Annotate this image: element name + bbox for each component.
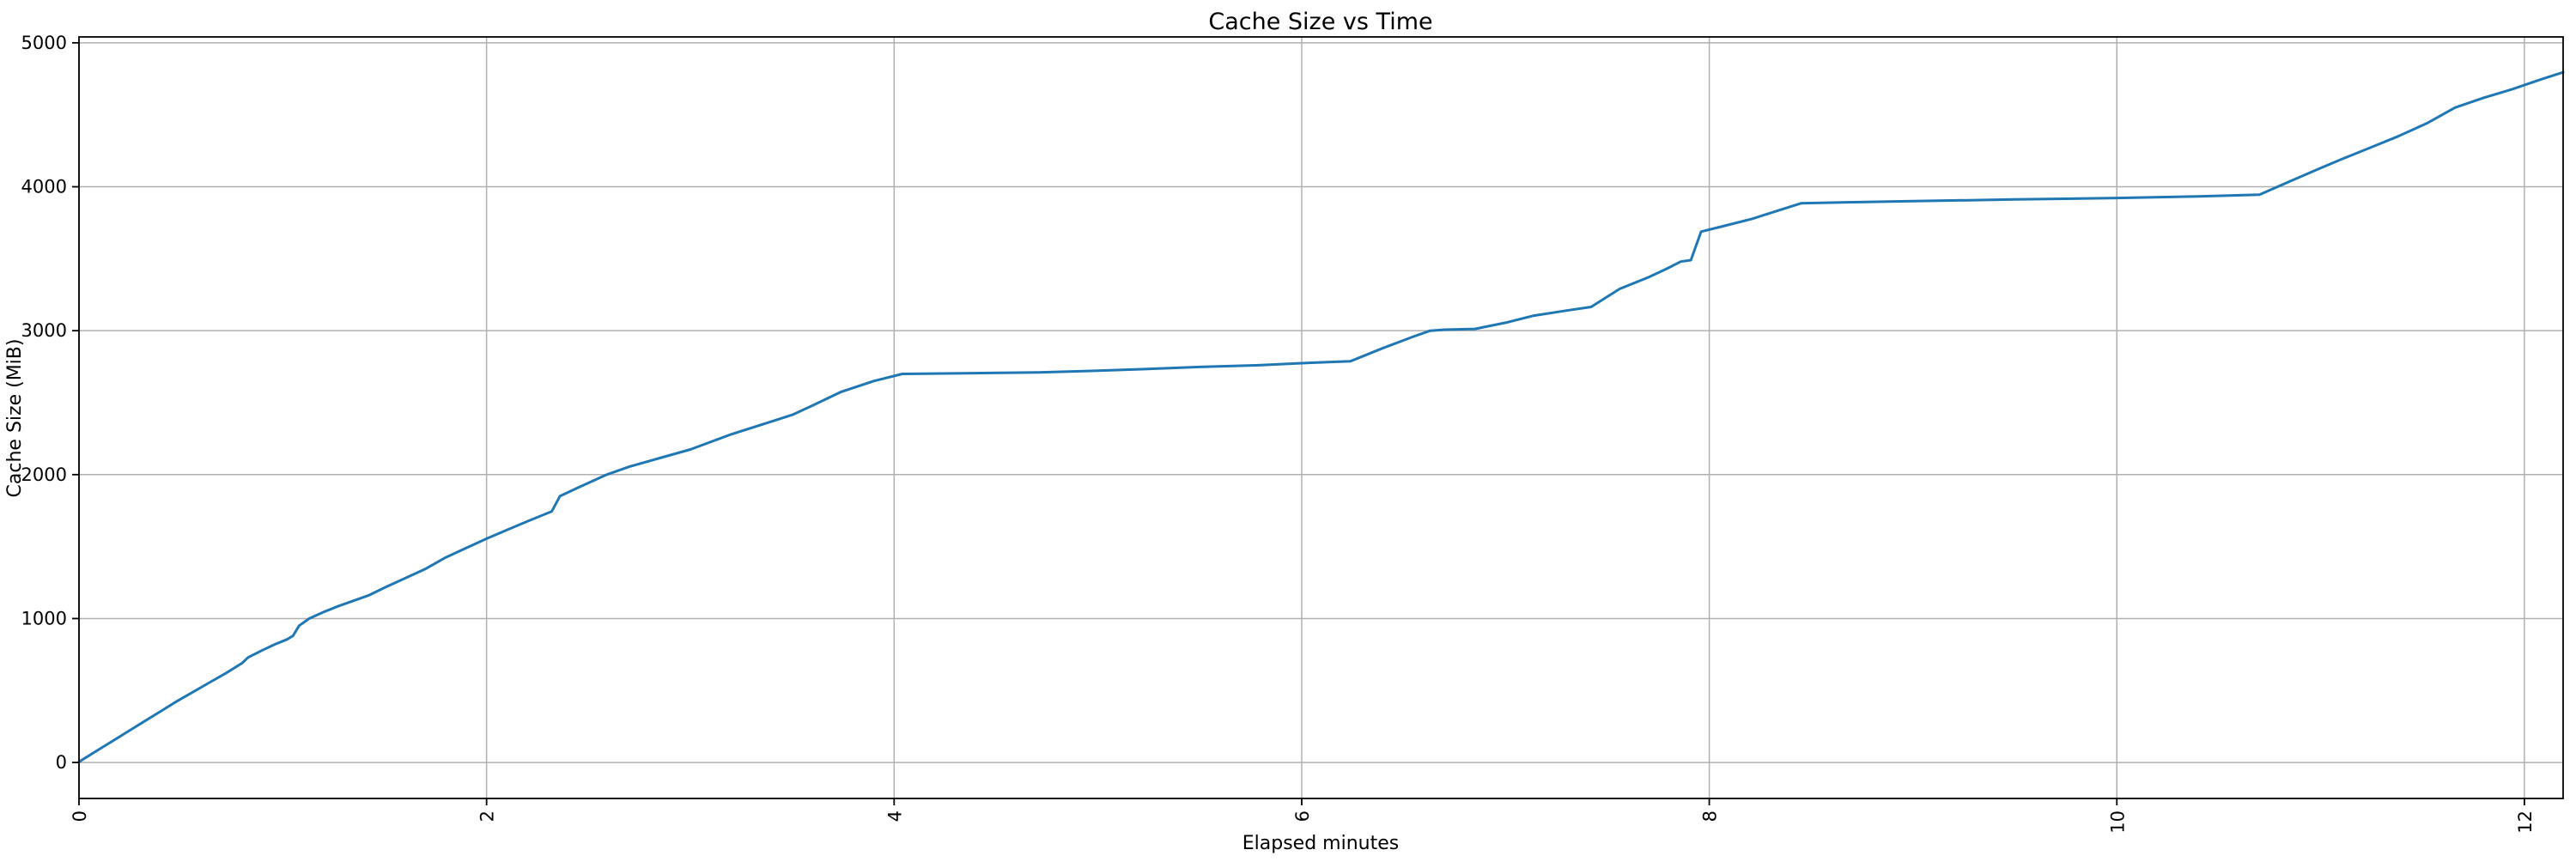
- axes-spines: [78, 36, 2564, 799]
- y-axis-label: Cache Size (MiB): [4, 339, 26, 498]
- x-axis-label: Elapsed minutes: [1242, 833, 1399, 854]
- y-tick-label-1000: 1000: [21, 608, 67, 628]
- y-tick-label-2000: 2000: [21, 464, 67, 485]
- x-tick-label-0: 0: [70, 810, 90, 822]
- x-tick-label-12: 12: [2515, 810, 2536, 834]
- x-tick-label-2: 2: [477, 810, 498, 822]
- plot-border: [78, 36, 2564, 799]
- x-tick-label-4: 4: [884, 810, 905, 822]
- y-tick-label-5000: 5000: [21, 33, 67, 53]
- y-tick-label-3000: 3000: [21, 320, 67, 341]
- chart-title: Cache Size vs Time: [1208, 9, 1432, 35]
- data-series-layer: [77, 70, 2565, 763]
- x-tick-label-8: 8: [1700, 810, 1721, 822]
- x-tick-label-6: 6: [1292, 810, 1313, 822]
- x-tick-label-10: 10: [2107, 810, 2128, 834]
- y-tick-label-4000: 4000: [21, 177, 67, 197]
- grid-lines: [78, 37, 2563, 798]
- axis-ticks: 0 2 4 6 8 10 12 0 1000 2000 3000 4000 5000: [21, 33, 2536, 834]
- series-line-cache-size-mib: [77, 70, 2565, 763]
- y-tick-label-0: 0: [56, 752, 67, 773]
